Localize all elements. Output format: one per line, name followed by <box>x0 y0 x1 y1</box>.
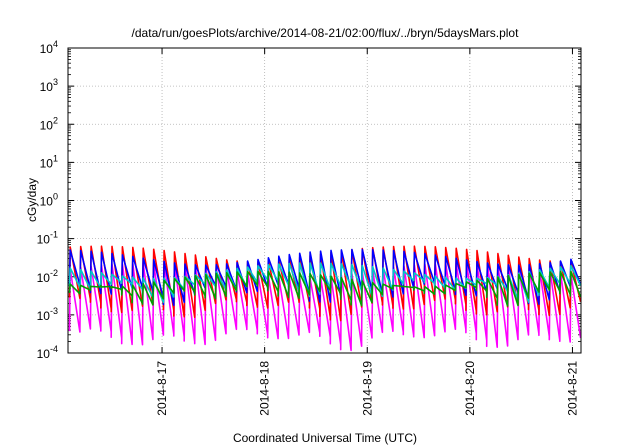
y-tick-label: 104 <box>40 39 58 56</box>
y-tick-label: 10-4 <box>37 344 58 361</box>
gridlines <box>68 47 581 354</box>
series-line <box>68 245 582 322</box>
y-tick-label: 10-3 <box>37 306 58 323</box>
y-tick-label: 100 <box>40 192 58 209</box>
x-tick-label: 2014-8-18 <box>258 361 272 416</box>
y-tick-label: 102 <box>40 115 58 132</box>
chart-title: /data/run/goesPlots/archive/2014-08-21/0… <box>132 26 520 40</box>
x-axis-label: Coordinated Universal Time (UTC) <box>233 431 417 445</box>
y-tick-label: 103 <box>40 77 58 94</box>
x-tick-label: 2014-8-21 <box>565 361 579 416</box>
y-tick-label: 101 <box>40 153 58 170</box>
y-tick-labels: 10-4 10-3 10-2 10-1 100 101 102 103 104 <box>37 39 58 361</box>
y-axis-label: cGy/day <box>25 178 39 222</box>
x-tick-labels: 2014-8-17 2014-8-18 2014-8-19 2014-8-20 2014… <box>155 361 579 416</box>
plot-frame <box>67 47 582 354</box>
x-tick-label: 2014-8-20 <box>463 361 477 416</box>
y-tick-label: 10-2 <box>37 268 58 285</box>
series-group <box>68 245 582 352</box>
y-tick-label: 10-1 <box>37 230 58 247</box>
series-line <box>68 270 582 307</box>
x-tick-label: 2014-8-19 <box>360 361 374 416</box>
x-tick-label: 2014-8-17 <box>155 361 169 416</box>
